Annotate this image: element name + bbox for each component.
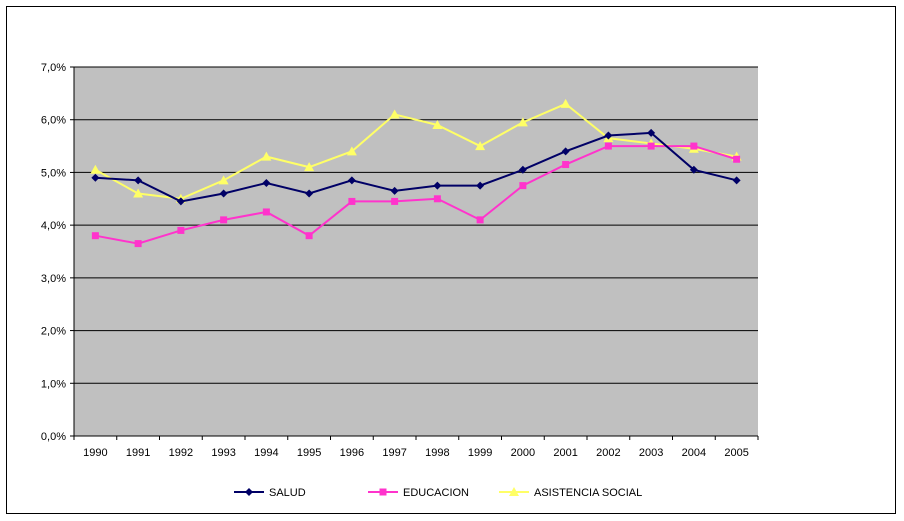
data-point-asistencia-social bbox=[346, 146, 357, 156]
data-point-salud bbox=[732, 176, 741, 185]
data-point-educacion bbox=[391, 197, 399, 205]
x-tick-label: 1990 bbox=[83, 447, 107, 459]
y-tick-label: 0,0% bbox=[41, 431, 66, 443]
line-chart: 0,0%1,0%2,0%3,0%4,0%5,0%6,0%7,0% 1990 199… bbox=[41, 62, 759, 499]
y-tick-label: 7,0% bbox=[41, 62, 66, 74]
series-line-asistencia-social bbox=[94, 102, 737, 200]
data-point-educacion bbox=[177, 226, 185, 234]
data-point-asistencia-social bbox=[304, 162, 315, 172]
x-tick-label: 2002 bbox=[596, 447, 620, 459]
data-point-educacion bbox=[562, 161, 570, 169]
data-point-educacion bbox=[519, 182, 527, 190]
x-tick-label: 2000 bbox=[511, 447, 535, 459]
data-point-educacion bbox=[134, 240, 142, 248]
x-tick-label: 1993 bbox=[211, 447, 235, 459]
data-point-educacion bbox=[604, 142, 612, 150]
data-point-educacion bbox=[733, 155, 741, 163]
x-tick-label: 2001 bbox=[553, 447, 577, 459]
legend-label-asistencia-social: ASISTENCIA SOCIAL bbox=[534, 487, 642, 499]
x-tick-label: 1994 bbox=[254, 447, 278, 459]
legend-item-salud: SALUD bbox=[234, 487, 306, 499]
data-point-asistencia-social bbox=[261, 151, 272, 161]
data-point-educacion bbox=[433, 195, 441, 203]
data-point-educacion bbox=[305, 232, 313, 240]
data-point-salud bbox=[604, 131, 613, 140]
x-tick-label: 2004 bbox=[682, 447, 706, 459]
x-tick-label: 1997 bbox=[382, 447, 406, 459]
x-tick-label: 2005 bbox=[724, 447, 748, 459]
y-tick-label: 1,0% bbox=[41, 378, 66, 390]
legend-item-educacion: EDUCACION bbox=[368, 487, 469, 499]
data-point-salud bbox=[647, 128, 656, 137]
y-tick-label: 6,0% bbox=[41, 115, 66, 127]
x-tick-label: 1999 bbox=[468, 447, 492, 459]
data-point-asistencia-social bbox=[432, 119, 443, 129]
data-point-salud bbox=[91, 173, 100, 182]
legend-marker-salud bbox=[245, 488, 253, 496]
series-line-salud bbox=[95, 131, 737, 203]
y-tick-label: 3,0% bbox=[41, 273, 66, 285]
legend: SALUD EDUCACION ASISTENCIA SOCIAL bbox=[234, 487, 642, 499]
series-salud bbox=[91, 128, 741, 206]
data-point-salud bbox=[476, 181, 485, 190]
data-point-asistencia-social bbox=[560, 98, 571, 108]
data-point-salud bbox=[561, 147, 570, 156]
data-point-educacion bbox=[220, 216, 228, 224]
legend-label-educacion: EDUCACION bbox=[403, 487, 469, 499]
data-point-salud bbox=[176, 197, 185, 206]
chart-frame: 0,0% 1,0% 2,0% 3,0% 4,0% 5,0% 6,0% 7,0% 1990 199… bbox=[6, 6, 896, 514]
data-point-educacion bbox=[476, 216, 484, 224]
data-point-asistencia-social bbox=[90, 164, 101, 174]
data-point-asistencia-social bbox=[389, 109, 400, 119]
y-tick-label: 2,0% bbox=[41, 326, 66, 338]
legend-marker-educacion bbox=[379, 488, 387, 496]
data-point-educacion bbox=[647, 142, 655, 150]
series-educacion bbox=[91, 142, 741, 248]
data-point-educacion bbox=[91, 232, 99, 240]
legend-marker-asistencia-social bbox=[509, 487, 519, 496]
data-point-salud bbox=[134, 176, 143, 185]
y-tick-label: 4,0% bbox=[41, 220, 66, 232]
legend-item-asistencia-social: ASISTENCIA SOCIAL bbox=[499, 487, 642, 499]
x-tick-label: 1992 bbox=[169, 447, 193, 459]
legend-label-salud: SALUD bbox=[269, 487, 306, 499]
data-point-educacion bbox=[690, 142, 698, 150]
data-point-asistencia-social bbox=[218, 175, 229, 185]
data-point-salud bbox=[219, 189, 228, 198]
x-axis-ticks: 1990 1991 1992 1993 1994 1995 1996 1997 1998 1999… bbox=[73, 436, 759, 459]
y-tick-label: 5,0% bbox=[41, 167, 66, 179]
data-point-asistencia-social bbox=[475, 141, 486, 151]
series-lines bbox=[90, 98, 742, 248]
data-point-salud bbox=[689, 165, 698, 174]
data-point-asistencia-social bbox=[133, 188, 144, 198]
data-point-salud bbox=[433, 181, 442, 190]
series-line-educacion bbox=[95, 145, 737, 245]
data-point-salud bbox=[305, 189, 314, 198]
data-point-educacion bbox=[262, 208, 270, 216]
plot-area bbox=[74, 67, 758, 436]
data-point-asistencia-social bbox=[517, 117, 528, 127]
data-point-salud bbox=[518, 165, 527, 174]
x-tick-label: 2003 bbox=[639, 447, 663, 459]
y-axis-ticks: 0,0% 1,0% 2,0% 3,0% 4,0% 5,0% 6,0% 7,0% bbox=[41, 62, 74, 443]
x-tick-label: 1991 bbox=[126, 447, 150, 459]
x-tick-label: 1998 bbox=[425, 447, 449, 459]
data-point-salud bbox=[347, 176, 356, 185]
data-point-salud bbox=[390, 186, 399, 195]
x-tick-label: 1995 bbox=[297, 447, 321, 459]
data-point-educacion bbox=[348, 197, 356, 205]
data-point-salud bbox=[262, 178, 271, 187]
x-tick-label: 1996 bbox=[340, 447, 364, 459]
